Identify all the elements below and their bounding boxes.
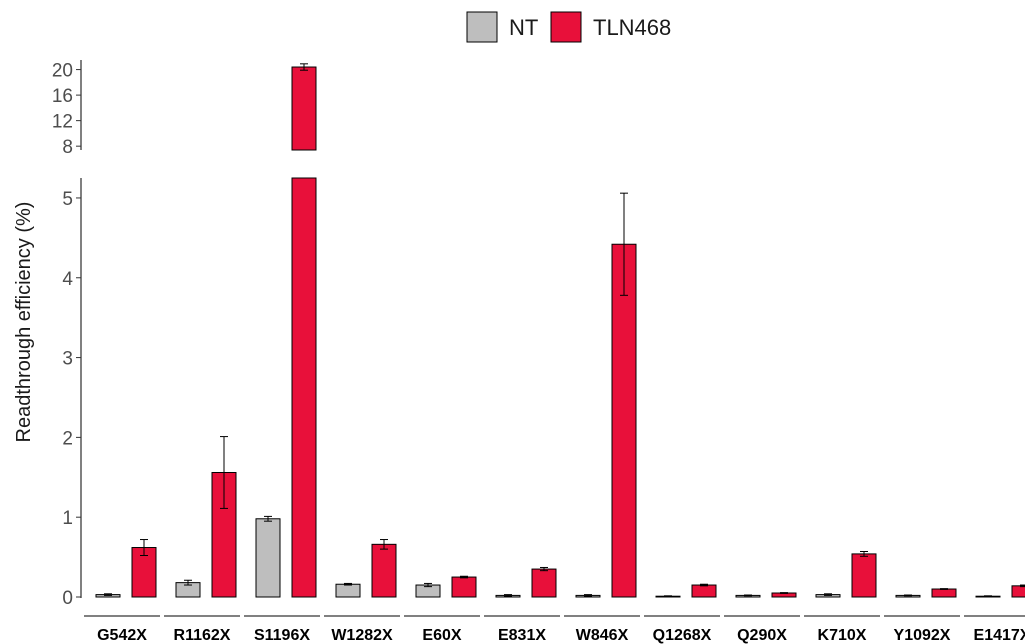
x-tick-label: E60X [422,627,461,644]
bar-tln468-e831x [531,568,557,598]
bar-tln468-w1282x [371,543,397,598]
x-tick-label: E831X [498,627,546,644]
y-tick-label: 8 [62,137,73,158]
x-tick-label: S1196X [254,627,310,644]
legend-swatch-tln468 [550,11,582,43]
y-tick-label: 12 [52,112,73,133]
x-tick-label: K710X [818,627,867,644]
bar-nt-s1196x [255,518,281,598]
x-tick-label: Y1092X [894,627,951,644]
x-tick-label: W1282X [331,627,393,644]
bar-tln468-w846x [611,243,637,598]
x-axis: G542X R1162X S1196X W1282X E60X E831X W846X Q12… [84,615,1025,644]
y-tick-label: 20 [52,61,73,82]
bar-nt-w1282x [335,583,361,598]
bar-tln468-y1092x [931,588,957,598]
bar-tln468-s1196x-upper [291,66,317,151]
x-tick-label: Q1268X [653,627,712,644]
x-tick-label: G542X [97,627,147,644]
y-axis-title: Readthrough efficiency (%) [13,202,35,443]
y-tick-label: 16 [52,86,73,107]
x-tick-label: Q290X [737,627,787,644]
y-tick-label: 3 [62,349,73,370]
y-tick-label: 2 [62,428,73,449]
bar-tln468-r1162x [211,471,237,598]
x-tick-label: W846X [576,627,629,644]
y-tick-label: 0 [62,588,73,609]
bar-tln468-e60x [451,576,477,598]
y-tick-label: 5 [62,189,73,210]
legend-swatch-nt [466,11,498,43]
bar-tln468-e1417x [1011,585,1025,598]
legend-label-tln468: TLN468 [593,15,671,40]
legend-label-nt: NT [509,15,538,40]
lower-panel: 0 1 2 3 4 5 [62,177,1025,609]
bar-tln468-k710x [851,553,877,598]
upper-panel: 8 12 16 20 [52,60,317,158]
bar-tln468-q1268x [691,584,717,598]
bar-tln468-s1196x-lower [291,177,317,598]
y-tick-label: 4 [62,269,73,290]
y-tick-label: 1 [62,508,73,529]
x-tick-label: E1417X [974,627,1025,644]
legend: NT TLN468 [466,11,671,43]
x-tick-label: R1162X [174,627,231,644]
